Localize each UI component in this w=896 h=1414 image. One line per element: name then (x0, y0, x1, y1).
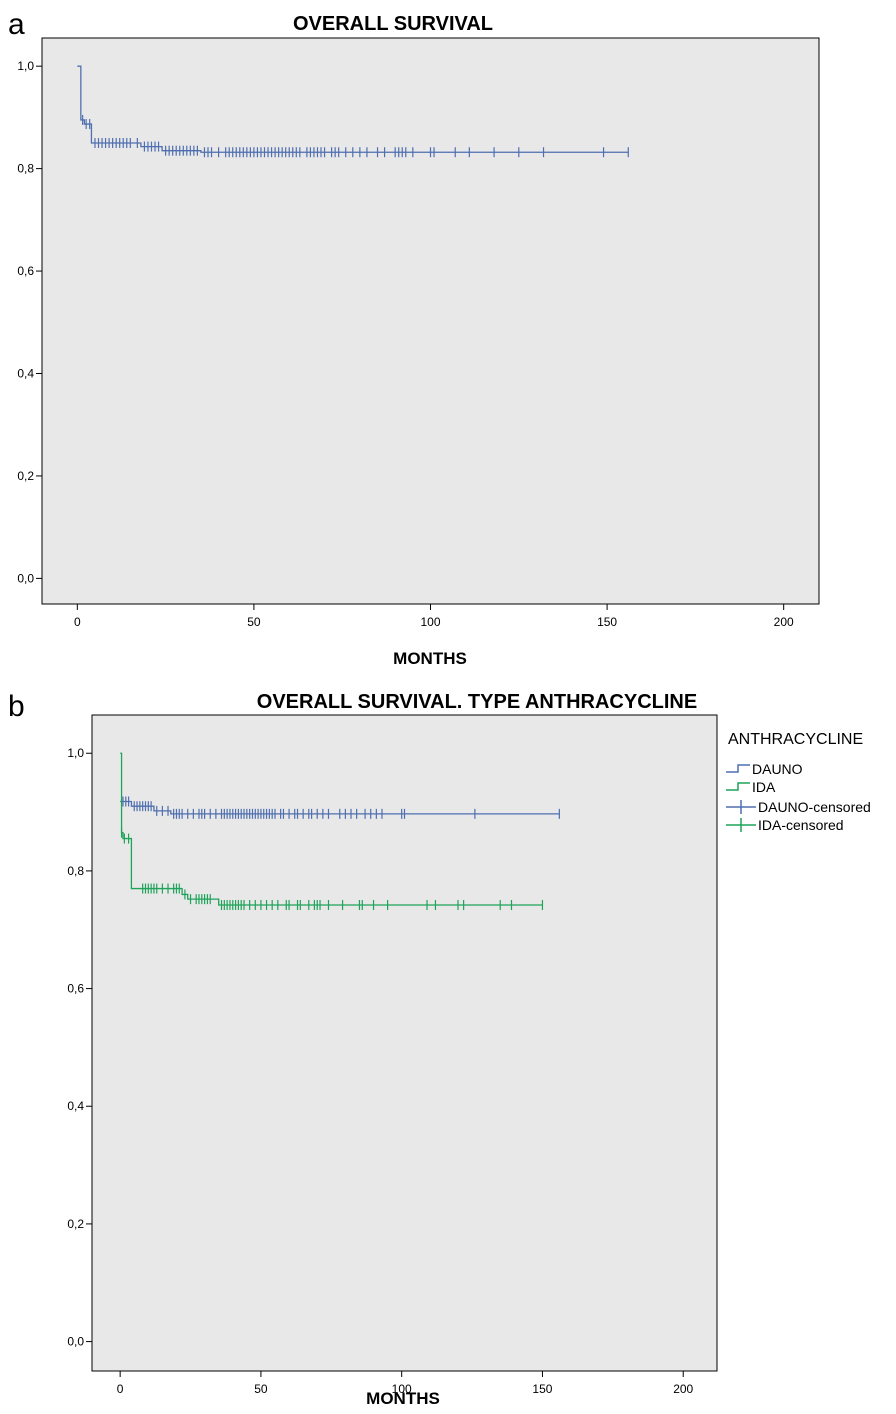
y-tick-label: 0,4 (67, 1099, 84, 1113)
y-tick-label: 0,2 (67, 1217, 84, 1231)
legend-item-dauno: DAUNO (726, 761, 803, 777)
legend-item-ida-censored: IDA-censored (726, 817, 844, 833)
panel-b: b OVERALL SURVIVAL. TYPE ANTHRACYCLINE 0… (8, 690, 871, 1408)
y-tick-label: 1,0 (17, 59, 34, 73)
legend-swatch-dauno-censored (726, 800, 756, 814)
legend-item-ida: IDA (726, 779, 776, 795)
x-tick-label: 50 (247, 615, 261, 629)
panel-b-axes: 0 50 100 150 200 0,0 0,2 0,4 0,6 0,8 1,0 (67, 746, 693, 1396)
x-tick-label: 100 (392, 1382, 412, 1396)
y-tick-label: 0,2 (17, 469, 34, 483)
x-tick-label: 0 (74, 615, 81, 629)
panel-b-x-axis-label: MONTHS (366, 1389, 440, 1408)
panel-b-series (120, 752, 560, 911)
legend-swatch-dauno (726, 764, 750, 773)
y-tick-label: 0,8 (67, 864, 84, 878)
x-tick-label: 50 (254, 1382, 268, 1396)
x-tick-label: 200 (774, 615, 794, 629)
legend-label-dauno-censored: DAUNO-censored (758, 799, 871, 815)
panel-a-series (77, 65, 629, 158)
x-tick-label: 150 (597, 615, 617, 629)
y-tick-label: 0,4 (17, 367, 34, 381)
dauno-survival-curve (120, 800, 560, 815)
legend-swatch-ida-censored (726, 818, 756, 832)
panel-b-plot-area (91, 714, 718, 1372)
legend-label-ida: IDA (752, 779, 776, 795)
panel-a-letter: a (8, 8, 25, 41)
y-tick-label: 0,6 (17, 264, 34, 278)
panel-a: a OVERALL SURVIVAL 0 50 100 150 200 0,0 0,2 0,4… (8, 8, 820, 668)
legend-item-dauno-censored: DAUNO-censored (726, 799, 871, 815)
panel-b-title: OVERALL SURVIVAL. TYPE ANTHRACYCLINE (257, 691, 697, 713)
legend-swatch-ida (726, 782, 750, 791)
legend: ANTHRACYCLINE DAUNO IDA DAUNO-censored I… (726, 731, 871, 833)
y-tick-label: 1,0 (67, 746, 84, 760)
y-tick-label: 0,8 (17, 162, 34, 176)
x-tick-label: 100 (420, 615, 440, 629)
panel-b-letter: b (8, 690, 25, 723)
panel-a-plot-area (41, 37, 820, 605)
y-tick-label: 0,6 (67, 982, 84, 996)
x-tick-label: 0 (117, 1382, 124, 1396)
legend-label-ida-censored: IDA-censored (758, 817, 844, 833)
panel-a-title: OVERALL SURVIVAL (293, 13, 493, 35)
legend-title: ANTHRACYCLINE (728, 731, 863, 748)
panel-a-axes: 0 50 100 150 200 0,0 0,2 0,4 0,6 0,8 1,0 (17, 59, 794, 629)
x-tick-label: 200 (673, 1382, 693, 1396)
y-tick-label: 0,0 (17, 571, 34, 585)
panel-a-x-axis-label: MONTHS (393, 649, 467, 668)
y-tick-label: 0,0 (67, 1335, 84, 1349)
legend-label-dauno: DAUNO (752, 761, 803, 777)
x-tick-label: 150 (532, 1382, 552, 1396)
